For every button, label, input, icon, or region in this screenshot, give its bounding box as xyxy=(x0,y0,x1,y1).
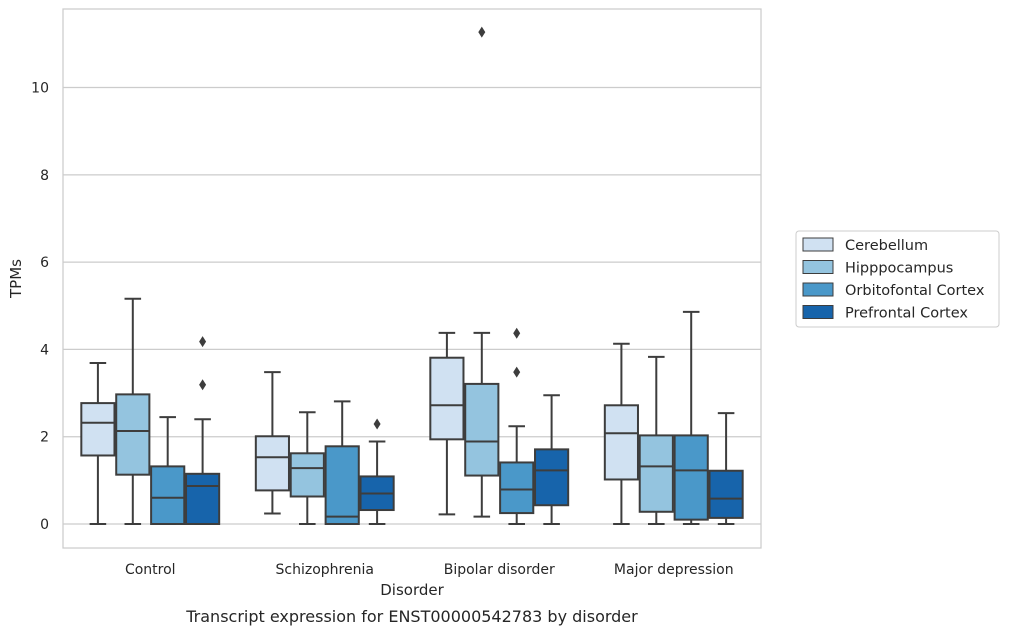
legend-label: Prefrontal Cortex xyxy=(845,306,968,322)
x-ticks: Control Schizophrenia Bipolar disorder Majo… xyxy=(125,562,734,578)
box-hipppocampus xyxy=(289,411,325,525)
legend-swatch xyxy=(802,282,834,297)
legend-entries: Cerebellum Hipppocampus Orbitofontal Corte… xyxy=(802,237,985,322)
box-cerebellum xyxy=(254,371,290,515)
outlier-point xyxy=(199,336,207,348)
box-body xyxy=(80,402,116,457)
x-tick-label: Control xyxy=(125,562,176,578)
y-axis-title: TPMs xyxy=(7,259,25,299)
legend: Cerebellum Hipppocampus Orbitofontal Corte… xyxy=(795,230,1000,328)
legend-label: Hipppocampus xyxy=(845,261,953,277)
y-tick-label: 0 xyxy=(40,517,49,533)
outlier-point xyxy=(513,366,521,378)
box-body xyxy=(499,461,535,515)
box-body xyxy=(115,393,151,476)
y-tick-label: 2 xyxy=(40,430,49,446)
box-prefrontal-cortex xyxy=(185,336,221,525)
box-body xyxy=(534,448,570,507)
outlier-point xyxy=(478,26,486,38)
box-prefrontal-cortex xyxy=(534,394,570,525)
box-orbitofontal-cortex xyxy=(673,310,709,525)
box-cerebellum xyxy=(429,331,465,516)
outlier-point xyxy=(199,379,207,391)
y-tick-label: 8 xyxy=(40,168,49,184)
legend-label: Cerebellum xyxy=(845,238,928,254)
box-hipppocampus xyxy=(464,26,500,518)
box-orbitofontal-cortex xyxy=(150,416,186,525)
box-orbitofontal-cortex xyxy=(324,400,360,525)
box-cerebellum xyxy=(603,342,639,525)
box-body xyxy=(603,404,639,481)
x-tick-label: Major depression xyxy=(614,562,734,578)
box-body xyxy=(289,452,325,498)
chart-caption: Transcript expression for ENST0000054278… xyxy=(185,607,638,626)
y-ticks: 0 2 4 6 8 10 xyxy=(31,81,49,533)
y-tick-label: 6 xyxy=(40,255,49,271)
legend-label: Orbitofontal Cortex xyxy=(845,283,985,299)
box-hipppocampus xyxy=(115,297,151,525)
box-hipppocampus xyxy=(638,355,674,525)
box-body xyxy=(708,469,744,519)
legend-swatch xyxy=(802,260,834,274)
outlier-point xyxy=(513,327,521,339)
legend-swatch xyxy=(802,237,834,252)
x-tick-label: Schizophrenia xyxy=(276,562,374,578)
legend-swatch xyxy=(802,305,834,319)
box-body xyxy=(185,472,221,525)
box-body xyxy=(324,445,360,525)
y-tick-label: 4 xyxy=(40,342,49,358)
box-body xyxy=(150,465,186,525)
box-orbitofontal-cortex xyxy=(499,327,535,525)
box-cerebellum xyxy=(80,361,116,525)
x-tick-label: Bipolar disorder xyxy=(444,562,555,578)
legend-frame xyxy=(795,230,1000,328)
plot-frame xyxy=(62,8,762,549)
box-body xyxy=(464,382,500,477)
y-tick-label: 10 xyxy=(31,81,49,97)
box-layer xyxy=(80,26,744,525)
box-body xyxy=(673,434,709,521)
outlier-point xyxy=(373,418,381,430)
x-axis-title: Disorder xyxy=(380,581,444,599)
box-body xyxy=(429,356,465,441)
box-body xyxy=(254,435,290,492)
box-prefrontal-cortex xyxy=(359,418,395,525)
box-body xyxy=(638,434,674,513)
box-prefrontal-cortex xyxy=(708,412,744,525)
